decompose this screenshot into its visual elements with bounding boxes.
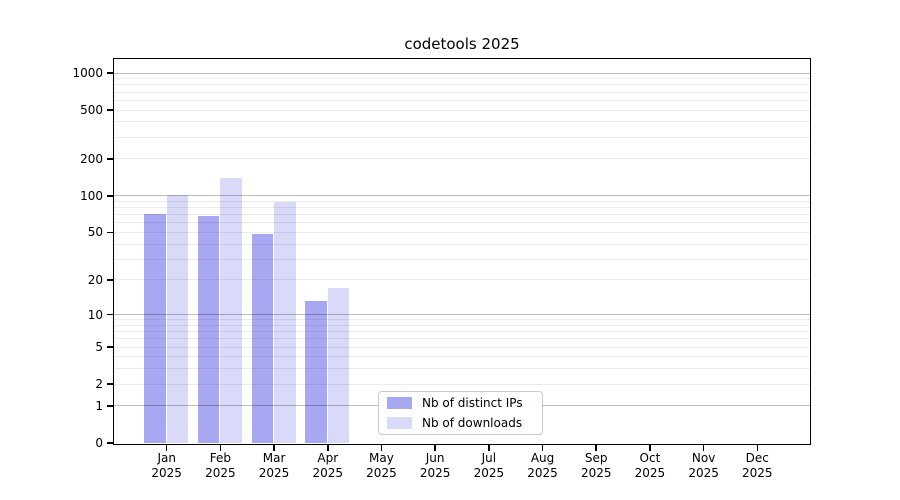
x-tick-mark-nov (702, 445, 705, 451)
y-tick-label-500: 500 (80, 103, 103, 118)
x-tick-label-mar: Mar 2025 (258, 451, 290, 480)
gridline-300 (114, 136, 810, 138)
y-tick-mark-100 (107, 195, 113, 197)
downloads-swatch (387, 417, 412, 429)
y-tick-label-200: 200 (80, 151, 103, 166)
x-tick-mark-jan (165, 445, 168, 451)
grid-layer (114, 59, 810, 444)
x-tick-label-jan: Jan 2025 (151, 451, 182, 480)
x-tick-label-dec: Dec 2025 (742, 451, 773, 480)
y-tick-label-0: 0 (95, 436, 103, 450)
y-tick-mark-1000 (107, 72, 113, 74)
x-tick-label-jul: Jul 2025 (473, 451, 505, 480)
gridline-500 (114, 109, 810, 111)
gridline-80 (114, 207, 810, 209)
gridline-70 (114, 214, 810, 216)
x-tick-label-oct: Oct 2025 (634, 451, 666, 480)
y-tick-mark-10 (107, 313, 113, 316)
gridline-60 (114, 222, 810, 224)
y-tick-label-5: 5 (95, 340, 103, 355)
x-tick-label-sep: Sep 2025 (580, 451, 612, 480)
gridline-700 (114, 91, 810, 93)
x-tick-label-jun: Jun 2025 (419, 451, 451, 480)
y-tick-mark-20 (107, 279, 113, 281)
y-tick-mark-2 (107, 383, 113, 385)
y-tick-label-20: 20 (87, 272, 103, 287)
bar-distinct-ips-apr (305, 301, 327, 443)
x-tick-mark-jul (488, 445, 490, 451)
gridline-800 (114, 84, 810, 86)
gridline-30 (114, 258, 810, 260)
gridline-4 (114, 356, 810, 358)
x-tick-mark-aug (541, 445, 544, 451)
y-tick-mark-0 (107, 442, 113, 444)
y-tick-label-1: 1 (95, 398, 103, 413)
bar-distinct-ips-jan (144, 214, 166, 443)
distinct-ips-swatch (387, 397, 412, 409)
bar-distinct-ips-feb (197, 215, 220, 443)
legend-item-downloads: Nb of downloads (387, 415, 534, 431)
x-tick-mark-dec (756, 445, 759, 451)
bar-downloads-feb (220, 177, 242, 443)
gridline-900 (114, 78, 810, 80)
gridline-40 (114, 243, 810, 245)
gridline-50 (114, 231, 810, 233)
gridline-9 (114, 319, 810, 321)
y-tick-mark-1 (107, 405, 113, 407)
legend: Nb of distinct IPs Nb of downloads (378, 391, 543, 435)
legend-label-distinct-ips: Nb of distinct IPs (422, 396, 523, 410)
gridline-5 (114, 346, 810, 348)
y-tick-label-2: 2 (95, 377, 103, 392)
gridline-400 (114, 121, 810, 123)
y-tick-mark-500 (107, 109, 113, 111)
chart-title: codetools 2025 (404, 35, 520, 53)
x-tick-label-feb: Feb 2025 (205, 451, 236, 480)
x-tick-label-nov: Nov 2025 (688, 451, 719, 480)
gridline-7 (114, 331, 810, 333)
gridline-600 (114, 99, 810, 101)
x-tick-mark-mar (273, 445, 275, 451)
y-tick-label-10: 10 (87, 307, 103, 322)
bar-downloads-mar (274, 202, 296, 443)
y-tick-mark-50 (107, 231, 113, 234)
legend-item-distinct-ips: Nb of distinct IPs (387, 395, 534, 411)
gridline-90 (114, 200, 810, 202)
bar-distinct-ips-mar (251, 234, 274, 443)
gridline-200 (114, 158, 810, 160)
y-tick-label-100: 100 (80, 188, 103, 203)
x-tick-mark-may (380, 445, 383, 451)
bar-downloads-jan (166, 195, 189, 443)
x-tick-mark-oct (649, 445, 651, 451)
x-tick-label-aug: Aug 2025 (527, 451, 558, 480)
x-tick-mark-jun (434, 445, 436, 451)
gridline-2 (114, 383, 810, 385)
gridline-100 (114, 195, 810, 197)
gridline-10 (114, 314, 810, 316)
legend-label-downloads: Nb of downloads (422, 416, 523, 430)
x-tick-mark-sep (595, 445, 597, 451)
x-tick-label-apr: Apr 2025 (312, 451, 344, 480)
bars-layer (114, 59, 810, 444)
y-tick-label-50: 50 (87, 225, 103, 240)
gridline-6 (114, 338, 810, 340)
gridline-20 (114, 279, 810, 281)
y-tick-mark-5 (107, 346, 113, 348)
gridline-3 (114, 368, 810, 370)
y-tick-mark-200 (107, 158, 113, 160)
bar-downloads-apr (327, 287, 350, 443)
y-tick-label-1000: 1000 (72, 66, 103, 80)
x-tick-mark-apr (327, 445, 329, 451)
gridline-1000 (114, 72, 810, 74)
gridline-8 (114, 324, 810, 326)
x-tick-mark-feb (219, 445, 222, 451)
x-tick-label-may: May 2025 (366, 451, 397, 480)
plot-area (113, 58, 811, 445)
